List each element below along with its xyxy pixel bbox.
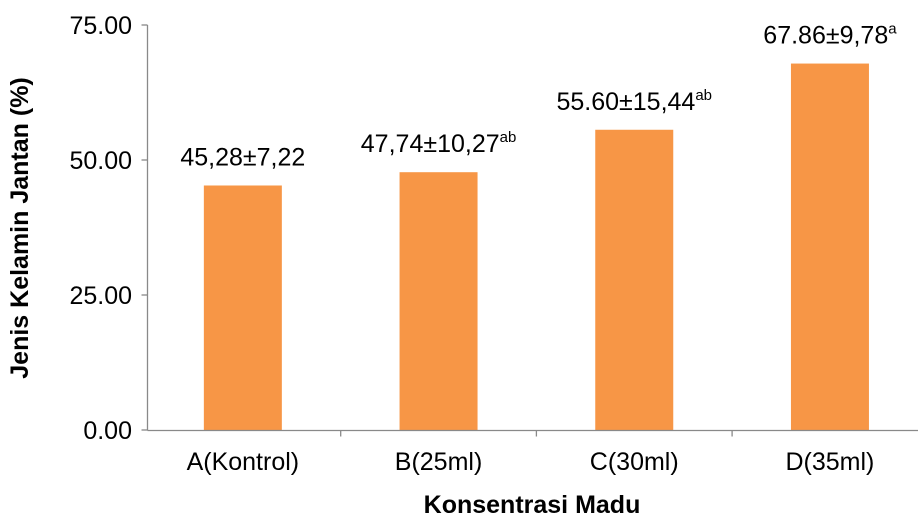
x-tick-label-c-30ml: C(30ml) [590, 448, 679, 476]
y-tick-label: 75.00 [69, 12, 132, 40]
data-label-value: 45,28±7,22 [180, 143, 305, 171]
y-axis-title: Jenis Kelamin Jantan (%) [6, 77, 34, 378]
data-label-b-25ml: 47,74±10,27ab [361, 129, 517, 158]
data-label-d-35ml: 67.86±9,78a [763, 21, 897, 50]
data-label-significance: ab [500, 129, 517, 146]
bar-a-kontrol [203, 185, 282, 430]
data-label-value: 67.86±9,78 [763, 22, 888, 50]
x-axis-title: Konsentrasi Madu [424, 491, 641, 519]
x-tick-label-a-kontrol: A(Kontrol) [187, 448, 300, 476]
y-tick-label: 50.00 [69, 147, 132, 175]
x-tick-label-b-25ml: B(25ml) [395, 448, 483, 476]
y-axis: 0.00 25.00 50.00 75.00 [69, 12, 149, 445]
data-label-significance: ab [695, 87, 712, 104]
data-label-value: 55.60±15,44 [556, 88, 695, 116]
bar-d-35ml [790, 63, 869, 430]
data-label-c-30ml: 55.60±15,44ab [556, 87, 712, 116]
data-label-significance: a [888, 21, 897, 38]
bar-b-25ml [399, 172, 478, 431]
bar-group [203, 63, 869, 431]
y-tick-label: 25.00 [69, 282, 132, 310]
data-label-a-kontrol: 45,28±7,22 [180, 143, 305, 171]
data-label-group: 45,28±7,22 47,74±10,27ab55.60±15,44ab67.8… [180, 21, 897, 172]
x-axis: A(Kontrol) B(25ml) C(30ml) D(35ml) [147, 429, 918, 476]
data-label-value: 47,74±10,27 [361, 130, 500, 158]
bar-c-30ml [595, 129, 674, 430]
x-tick-label-d-35ml: D(35ml) [785, 448, 874, 476]
y-tick-label: 0.00 [83, 417, 132, 445]
